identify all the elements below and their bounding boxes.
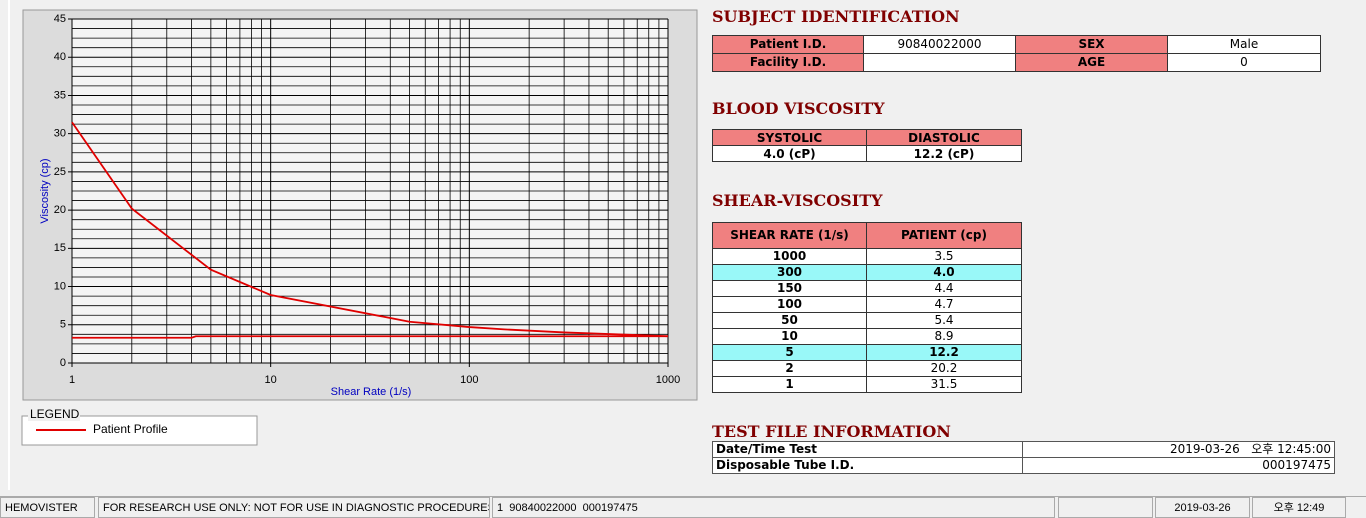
table-cell: 100 bbox=[712, 296, 867, 313]
y-tick-label: 30 bbox=[54, 128, 66, 140]
y-tick-label: 25 bbox=[54, 166, 66, 178]
x-tick-label: 1 bbox=[69, 374, 75, 386]
table-cell: Facility I.D. bbox=[712, 53, 864, 72]
section-title: SHEAR-VISCOSITY bbox=[712, 191, 883, 210]
table-cell: 5 bbox=[712, 344, 867, 361]
table-header: SHEAR RATE (1/s) bbox=[712, 222, 867, 249]
data-line bbox=[72, 335, 668, 339]
section-title: SUBJECT IDENTIFICATION bbox=[712, 7, 960, 26]
section-title: TEST FILE INFORMATION bbox=[712, 422, 951, 441]
table-cell: AGE bbox=[1015, 53, 1168, 72]
table-cell: 90840022000 bbox=[863, 35, 1016, 54]
legend-entry: Patient Profile bbox=[93, 422, 168, 436]
status-segment bbox=[1058, 497, 1153, 518]
y-tick-label: 35 bbox=[54, 89, 66, 101]
x-tick-label: 1000 bbox=[656, 374, 680, 386]
table-cell: 4.0 (cP) bbox=[712, 145, 867, 162]
legend-title-bg bbox=[28, 409, 80, 421]
table-cell: 4.4 bbox=[866, 280, 1022, 297]
section-title: BLOOD VISCOSITY bbox=[712, 99, 885, 118]
table-cell: Male bbox=[1167, 35, 1321, 54]
y-tick-label: 40 bbox=[54, 51, 66, 63]
status-segment: HEMOVISTER bbox=[0, 497, 95, 518]
table-cell: SEX bbox=[1015, 35, 1168, 54]
y-tick-label: 5 bbox=[60, 319, 66, 331]
table-cell: 1000 bbox=[712, 248, 867, 265]
table-cell: 000197475 bbox=[1022, 457, 1335, 474]
table-cell: 2 bbox=[712, 360, 867, 377]
table-cell: 8.9 bbox=[866, 328, 1022, 345]
x-tick-label: 10 bbox=[265, 374, 277, 386]
status-segment: 1 90840022000 000197475 bbox=[492, 497, 1055, 518]
table-cell: 31.5 bbox=[866, 376, 1022, 393]
table-header: DIASTOLIC bbox=[866, 129, 1022, 146]
y-tick-label: 10 bbox=[54, 280, 66, 292]
status-segment: FOR RESEARCH USE ONLY: NOT FOR USE IN DI… bbox=[98, 497, 490, 518]
table-cell: 2019-03-26 오후 12:45:00 bbox=[1022, 441, 1335, 458]
table-cell: Date/Time Test bbox=[712, 441, 1023, 458]
table-cell: 10 bbox=[712, 328, 867, 345]
table-cell: 4.0 bbox=[866, 264, 1022, 281]
table-cell: 12.2 bbox=[866, 344, 1022, 361]
table-cell: 300 bbox=[712, 264, 867, 281]
status-segment: 2019-03-26 bbox=[1155, 497, 1250, 518]
table-header: SYSTOLIC bbox=[712, 129, 867, 146]
table-cell: 0 bbox=[1167, 53, 1321, 72]
table-cell: 20.2 bbox=[866, 360, 1022, 377]
table-cell: 1 bbox=[712, 376, 867, 393]
table-cell: 5.4 bbox=[866, 312, 1022, 329]
y-tick-label: 0 bbox=[60, 357, 66, 369]
chart: Viscosity (cp) Shear Rate (1/s) LEGEND P… bbox=[21, 9, 698, 446]
frame-edge bbox=[8, 0, 10, 490]
legend-title: LEGEND bbox=[30, 407, 80, 421]
x-axis-label: Shear Rate (1/s) bbox=[331, 386, 412, 398]
y-tick-label: 15 bbox=[54, 242, 66, 254]
table-cell: 12.2 (cP) bbox=[866, 145, 1022, 162]
table-cell: Disposable Tube I.D. bbox=[712, 457, 1023, 474]
y-tick-label: 20 bbox=[54, 204, 66, 216]
y-tick-label: 45 bbox=[54, 13, 66, 25]
table-cell bbox=[863, 53, 1016, 72]
table-header: PATIENT (cp) bbox=[866, 222, 1022, 249]
status-bar bbox=[0, 496, 1366, 518]
table-cell: Patient I.D. bbox=[712, 35, 864, 54]
x-tick-label: 100 bbox=[460, 374, 478, 386]
table-cell: 50 bbox=[712, 312, 867, 329]
y-axis-label: Viscosity (cp) bbox=[39, 158, 51, 223]
status-segment: 오후 12:49 bbox=[1252, 497, 1346, 518]
table-cell: 150 bbox=[712, 280, 867, 297]
table-cell: 4.7 bbox=[866, 296, 1022, 313]
table-cell: 3.5 bbox=[866, 248, 1022, 265]
data-line bbox=[71, 121, 669, 338]
